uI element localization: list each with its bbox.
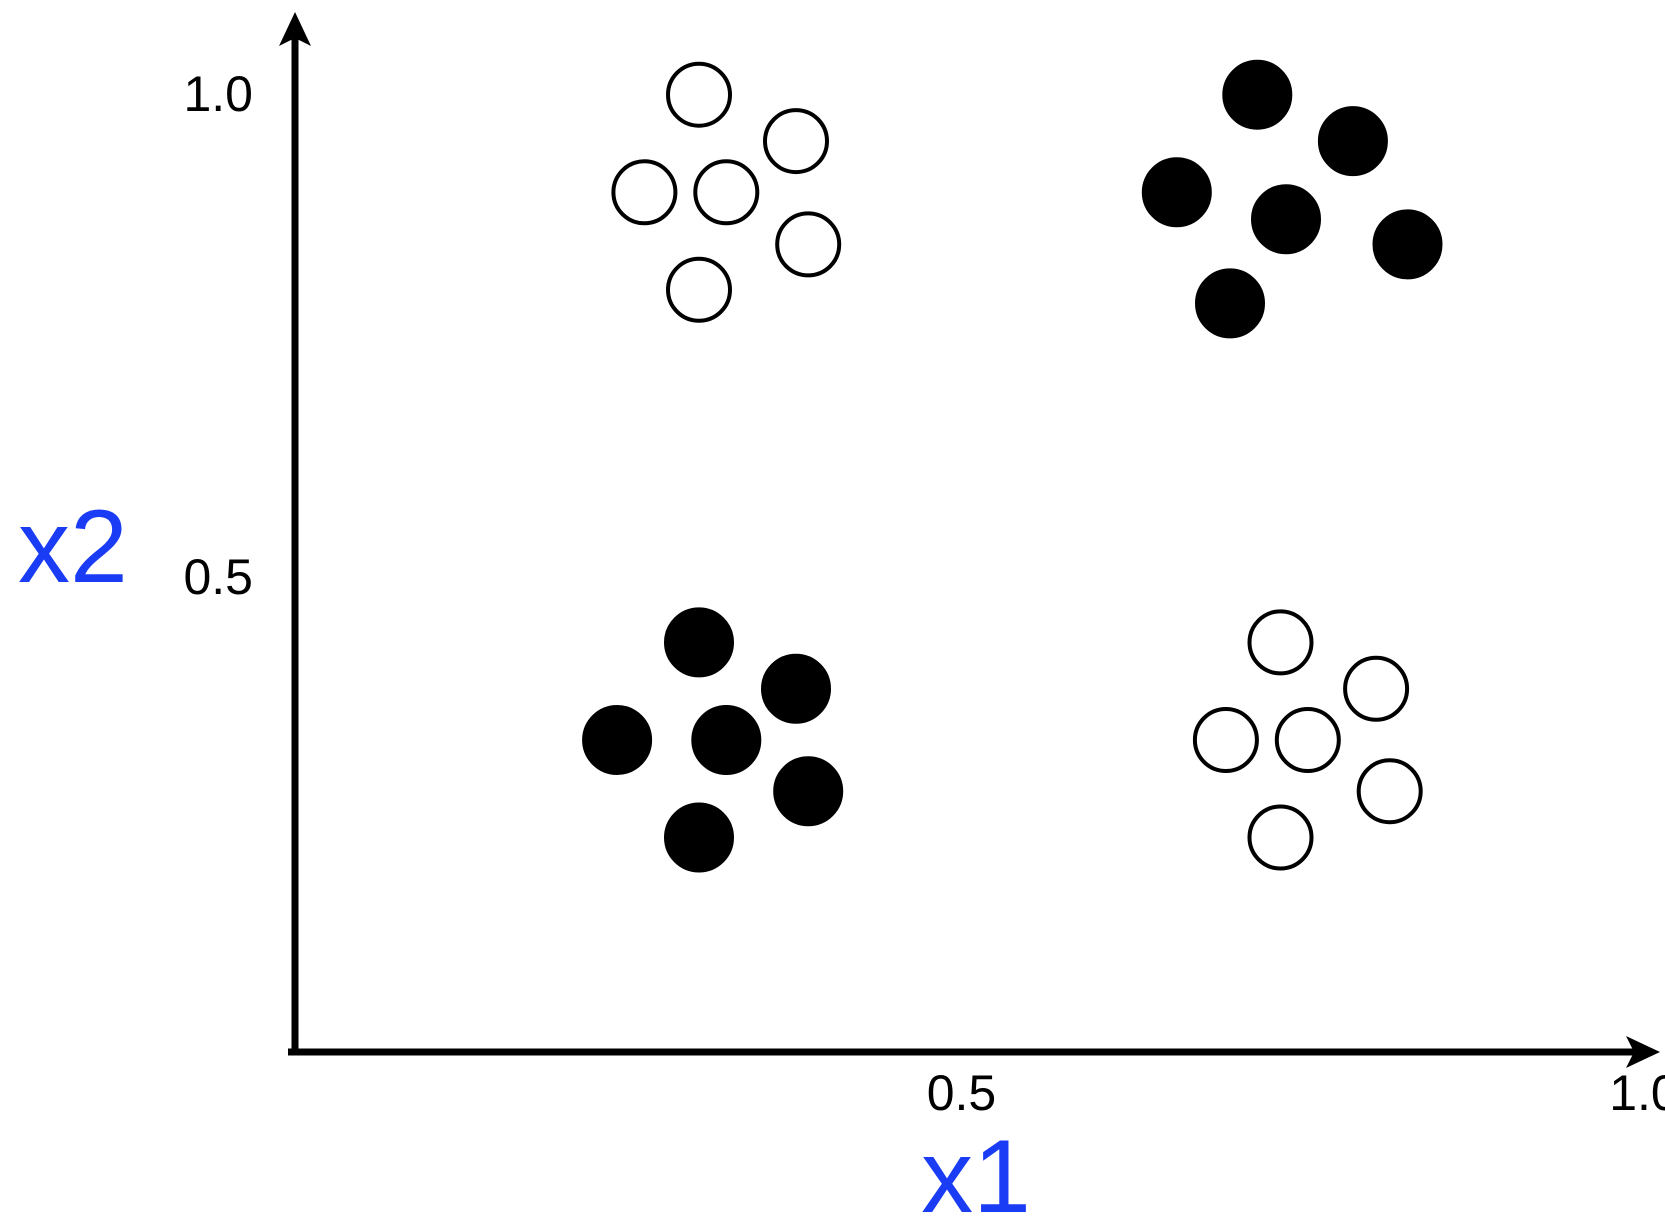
x-axis-arrow-icon — [1626, 1036, 1660, 1068]
hollow-point-1 — [666, 61, 732, 128]
y-axis-title: x2 — [18, 489, 128, 605]
hollow-point-8 — [1343, 655, 1410, 722]
filled-point-5 — [1372, 209, 1443, 280]
filled-point-12 — [664, 802, 734, 873]
ticks-layer: 0.5 1.0 0.5 1.0 — [183, 66, 1665, 1121]
hollow-point-10 — [1274, 707, 1341, 773]
y-axis-arrow-icon — [279, 12, 311, 46]
filled-point-9 — [582, 705, 653, 775]
hollow-point-12 — [1247, 804, 1314, 871]
hollow-point-3 — [611, 159, 678, 226]
points-layer — [582, 59, 1443, 873]
filled-point-6 — [1195, 268, 1265, 339]
hollow-point-11 — [1356, 758, 1423, 825]
y-tick-label-1: 0.5 — [183, 549, 253, 605]
filled-point-8 — [761, 653, 831, 724]
hollow-point-9 — [1192, 707, 1259, 773]
filled-point-1 — [1222, 59, 1293, 130]
filled-point-3 — [1141, 157, 1212, 228]
x-axis-title: x1 — [921, 1119, 1031, 1220]
filled-point-4 — [1251, 184, 1321, 255]
filled-point-11 — [773, 756, 844, 827]
x-tick-label-1: 0.5 — [927, 1065, 997, 1121]
y-tick-label-2: 1.0 — [183, 66, 253, 122]
hollow-point-7 — [1247, 609, 1314, 676]
filled-point-7 — [664, 607, 734, 678]
hollow-point-6 — [666, 256, 732, 323]
hollow-point-5 — [775, 211, 842, 278]
filled-point-10 — [691, 705, 762, 775]
filled-point-2 — [1317, 106, 1388, 177]
x-tick-label-2: 1.0 — [1609, 1065, 1665, 1121]
hollow-point-4 — [693, 159, 760, 226]
hollow-point-2 — [763, 108, 829, 175]
